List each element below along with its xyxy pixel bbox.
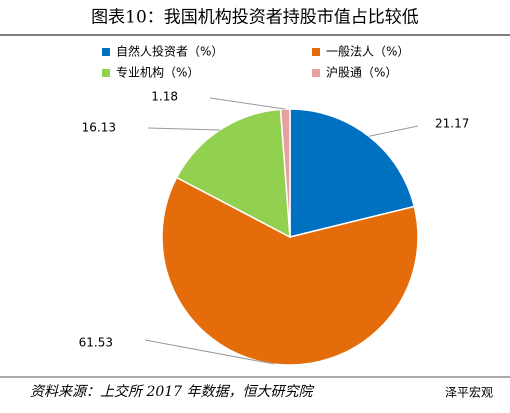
leader-line bbox=[368, 125, 419, 137]
legend-label: 沪股通（%） bbox=[326, 66, 397, 80]
data-label: 61.53 bbox=[79, 336, 113, 350]
source-note: 资料来源：上交所 2017 年数据，恒大研究院 bbox=[30, 384, 315, 400]
legend-swatch bbox=[312, 69, 320, 77]
leader-line bbox=[147, 127, 220, 131]
data-label: 16.13 bbox=[82, 121, 116, 135]
legend-label: 一般法人（%） bbox=[326, 44, 409, 59]
legend-swatch bbox=[312, 48, 320, 56]
pie-slice bbox=[289, 108, 416, 238]
legend-swatch bbox=[102, 69, 110, 77]
chart-title: 图表10：我国机构投资者持股市值占比较低 bbox=[91, 8, 419, 28]
leader-line bbox=[144, 339, 275, 365]
legend-swatch bbox=[102, 48, 110, 56]
data-label: 21.17 bbox=[435, 117, 469, 131]
legend-label: 专业机构（%） bbox=[116, 65, 199, 80]
watermark: 泽平宏观 bbox=[445, 385, 493, 400]
legend-label: 自然人投资者（%） bbox=[116, 44, 223, 59]
leader-line bbox=[209, 97, 286, 110]
data-label: 1.18 bbox=[151, 90, 178, 104]
pie-slice bbox=[279, 108, 291, 238]
